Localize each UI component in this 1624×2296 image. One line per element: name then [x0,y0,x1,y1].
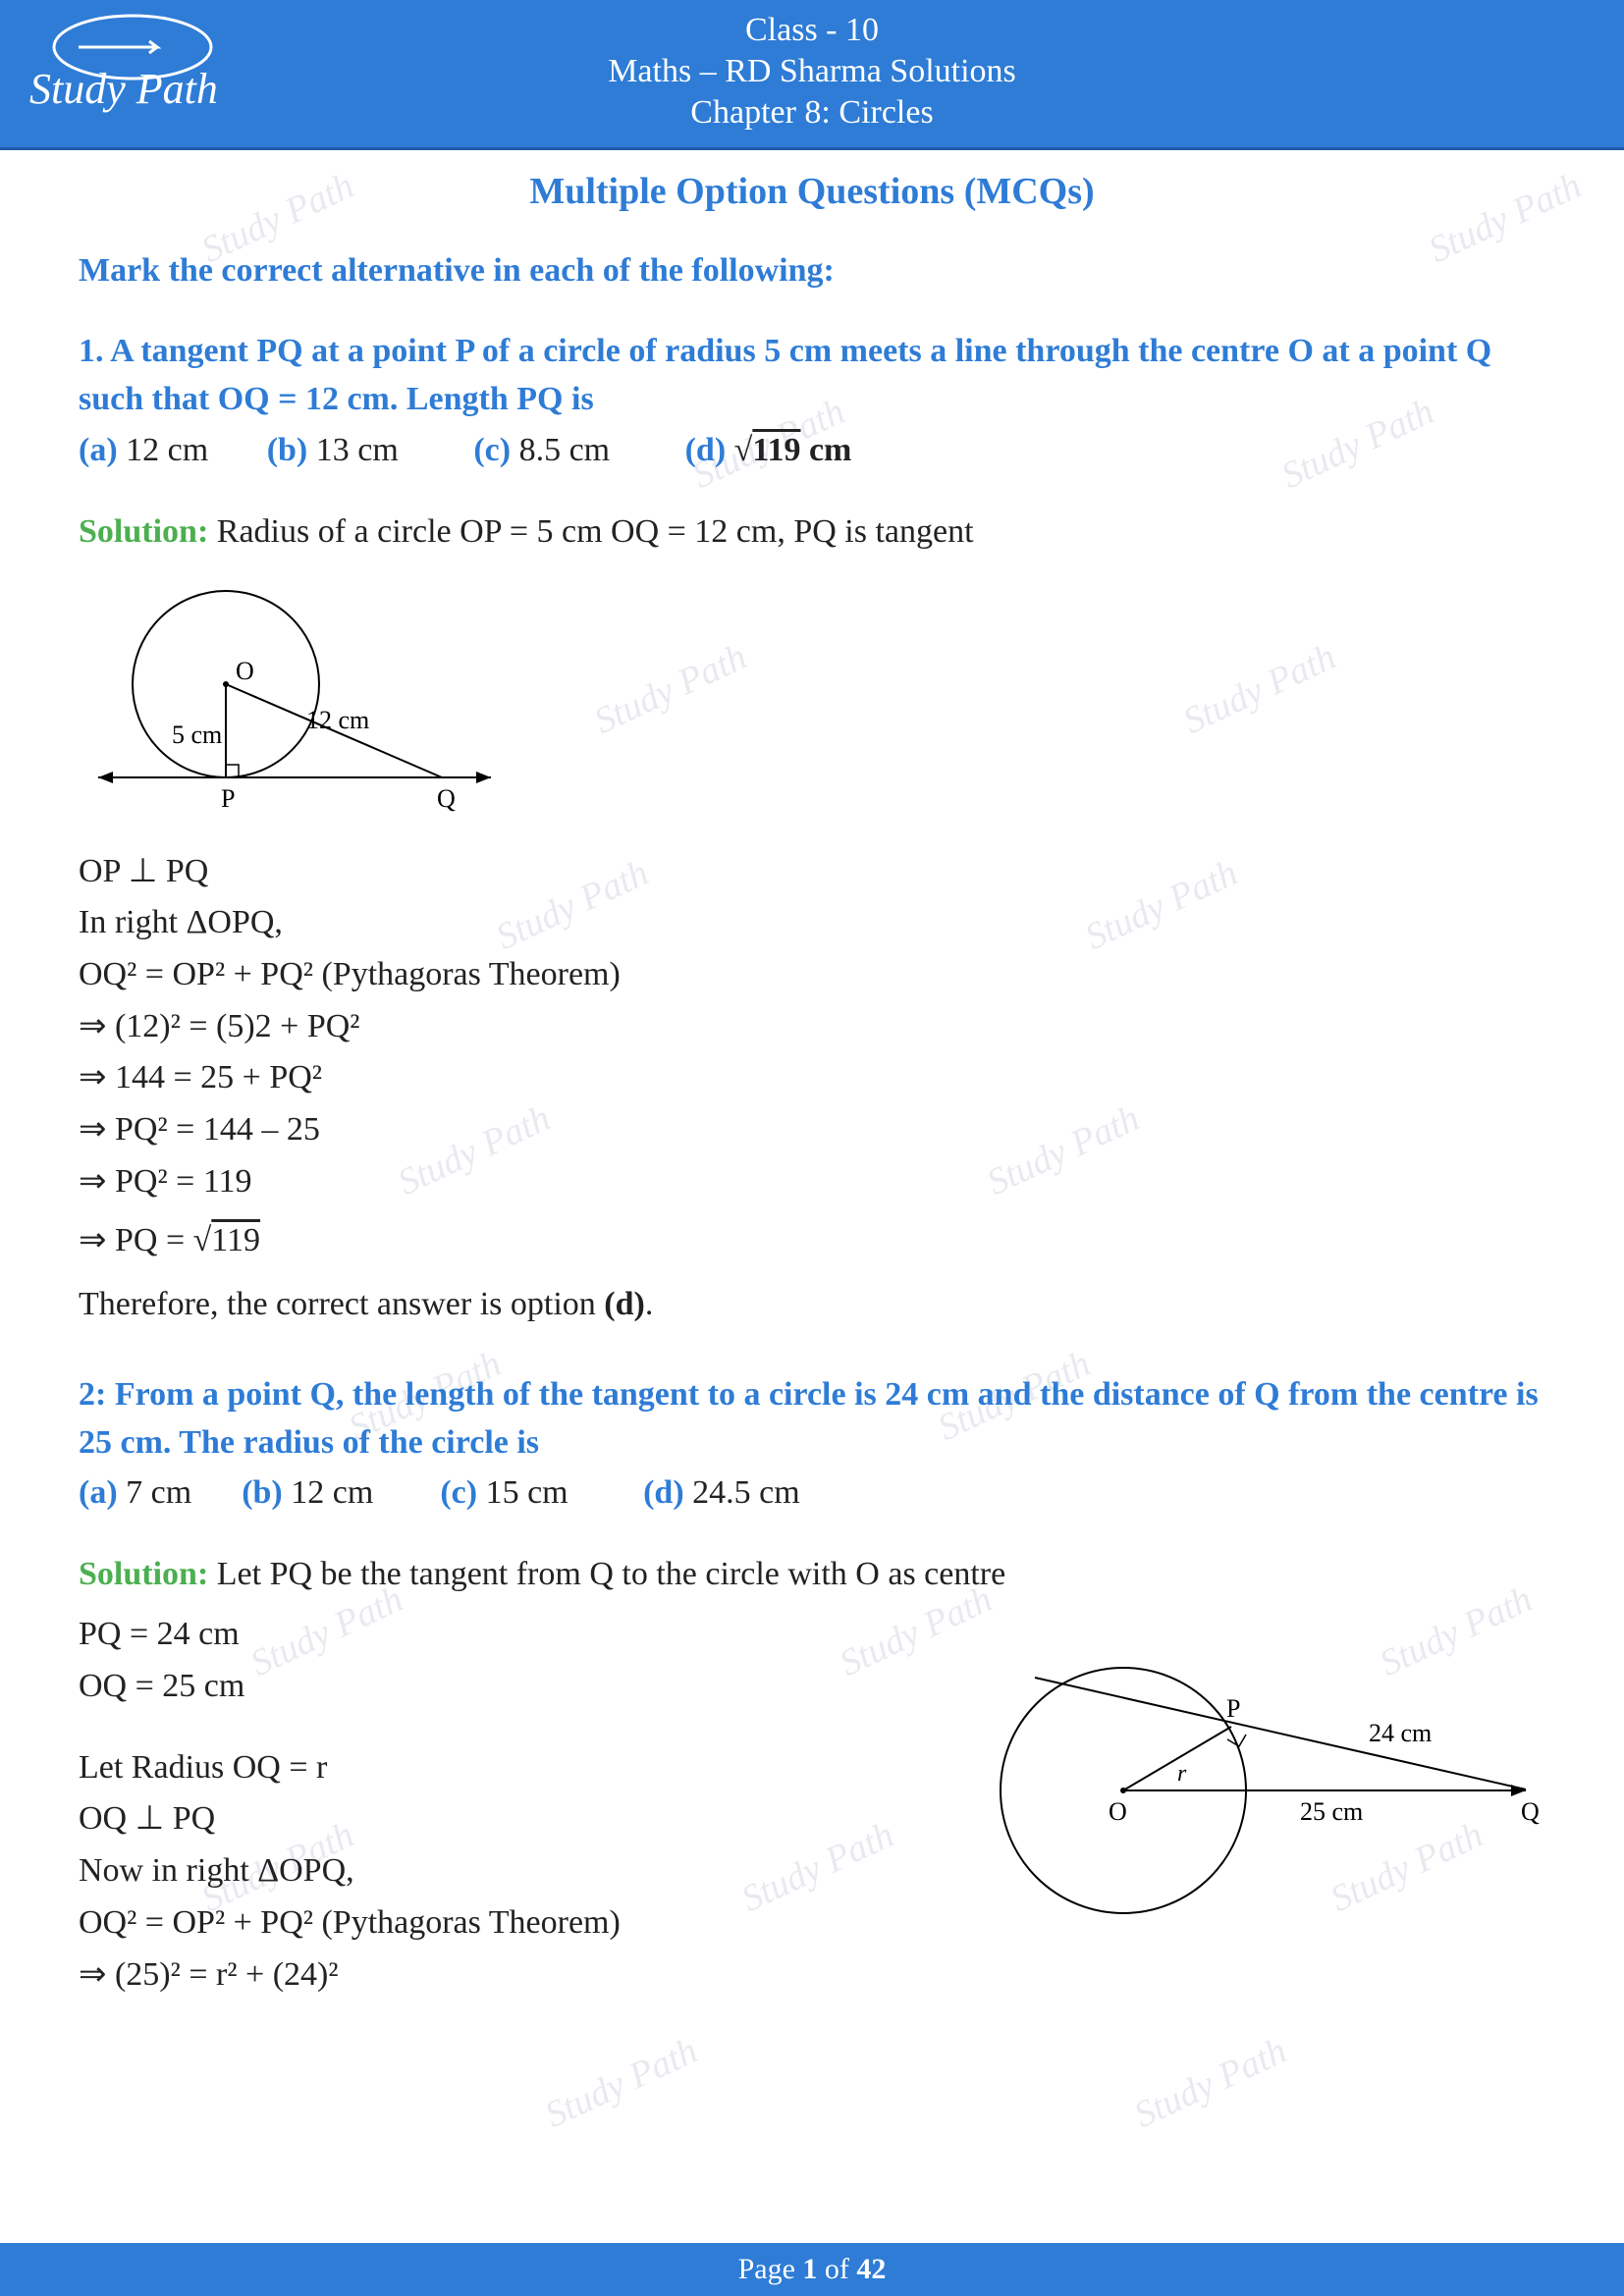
page-header: Study Path Class - 10 Maths – RD Sharma … [0,0,1624,150]
q2-opt-a-label: (a) [79,1474,118,1511]
q2-opt-a: 7 cm [126,1474,191,1511]
q2-opt-d: 24.5 cm [692,1474,800,1511]
svg-text:12 cm: 12 cm [306,706,369,734]
q1-opt-b: 13 cm [316,432,399,468]
svg-text:P: P [221,784,235,813]
instruction-text: Mark the correct alternative in each of … [79,252,1545,290]
q2-work-l7: ⇒ (25)² = r² + (24)² [79,1949,947,2002]
q1-conclusion-ans: (d) [604,1286,645,1322]
section-title: Multiple Option Questions (MCQs) [79,170,1545,213]
q1-opt-a: 12 cm [126,432,208,468]
svg-text:P: P [1226,1694,1240,1723]
q2-opt-c: 15 cm [486,1474,568,1511]
q2-opt-d-label: (d) [643,1474,684,1511]
svg-text:O: O [236,657,254,685]
q1-opt-c-label: (c) [473,432,511,468]
footer-total: 42 [856,2253,886,2285]
q1-conclusion-pre: Therefore, the correct answer is option [79,1286,604,1322]
q1-opt-d-label: (d) [685,432,727,468]
footer-current: 1 [802,2253,817,2285]
q2-diagram: O r P Q 24 cm 25 cm [976,1609,1545,1928]
q2-text: 2: From a point Q, the length of the tan… [79,1370,1545,1468]
q1-work-l7: ⇒ PQ² = 119 [79,1156,1545,1208]
page-footer: Page 1 of 42 [0,2243,1624,2296]
q1-work-l2: In right ΔOPQ, [79,897,1545,949]
svg-text:r: r [1177,1761,1187,1787]
footer-pre: Page [738,2253,803,2285]
q2-opt-b: 12 cm [291,1474,373,1511]
q1-work-l3: OQ² = OP² + PQ² (Pythagoras Theorem) [79,949,1545,1001]
q2-solution: Solution: Let PQ be the tangent from Q t… [79,1549,1545,1599]
q1-solution-intro: Radius of a circle OP = 5 cm OQ = 12 cm,… [208,513,973,550]
header-chapter: Chapter 8: Circles [0,94,1624,132]
q2-opt-b-label: (b) [242,1474,283,1511]
svg-text:Q: Q [437,784,456,813]
q1-opt-d-suffix: cm [800,432,851,468]
q1-solution: Solution: Radius of a circle OP = 5 cm O… [79,507,1545,557]
q1-opt-c: 8.5 cm [519,432,611,468]
q2-options: (a) 7 cm (b) 12 cm (c) 15 cm (d) 24.5 cm [79,1474,1545,1512]
q1-work-l6: ⇒ PQ² = 144 – 25 [79,1104,1545,1156]
header-subject: Maths – RD Sharma Solutions [0,53,1624,90]
q1-work-l4: ⇒ (12)² = (5)2 + PQ² [79,1001,1545,1053]
q1-opt-a-label: (a) [79,432,118,468]
footer-mid: of [817,2253,856,2285]
q2-work: PQ = 24 cm OQ = 25 cm Let Radius OQ = r … [79,1609,947,2001]
header-class: Class - 10 [0,12,1624,49]
q1-text: 1. A tangent PQ at a point P of a circle… [79,327,1545,424]
q1-work-l1: OP ⊥ PQ [79,846,1545,898]
q2-work-l2: OQ = 25 cm [79,1661,947,1713]
svg-text:5 cm: 5 cm [172,721,222,749]
q2-work-l1: PQ = 24 cm [79,1609,947,1661]
logo-text: Study Path [29,64,218,114]
svg-text:24 cm: 24 cm [1369,1719,1432,1747]
q1-work-l8-val: 119 [211,1222,260,1258]
q1-opt-d-prefix: √ [734,432,753,468]
content-area: Multiple Option Questions (MCQs) Mark th… [0,150,1624,2001]
solution-label: Solution: [79,513,208,550]
solution-label: Solution: [79,1556,208,1592]
q1-opt-d-val: 119 [752,432,800,468]
q1-options: (a) 12 cm (b) 13 cm (c) 8.5 cm (d) √119 … [79,432,1545,469]
q1-conclusion-post: . [645,1286,654,1322]
q1-diagram: O 5 cm 12 cm P Q [79,576,1545,827]
q2-work-l6: OQ² = OP² + PQ² (Pythagoras Theorem) [79,1897,947,1949]
svg-text:25 cm: 25 cm [1300,1797,1363,1826]
q1-work: OP ⊥ PQ In right ΔOPQ, OQ² = OP² + PQ² (… [79,846,1545,1331]
svg-text:Q: Q [1521,1797,1540,1826]
q2-work-l4: OQ ⊥ PQ [79,1793,947,1845]
q2-work-l5: Now in right ΔOPQ, [79,1845,947,1897]
q1-opt-b-label: (b) [267,432,308,468]
q2-work-l3: Let Radius OQ = r [79,1742,947,1794]
q1-work-l5: ⇒ 144 = 25 + PQ² [79,1052,1545,1104]
q2-opt-c-label: (c) [440,1474,477,1511]
q1-work-l8-prefix: ⇒ PQ = √ [79,1222,211,1258]
svg-text:O: O [1109,1797,1127,1826]
q2-solution-intro: Let PQ be the tangent from Q to the circ… [208,1556,1005,1592]
